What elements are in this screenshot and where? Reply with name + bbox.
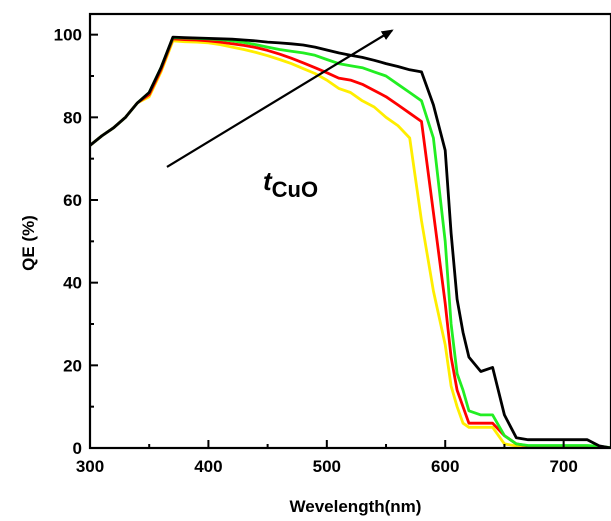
series-line-3 [90, 36, 611, 448]
y-tick-label: 20 [63, 356, 82, 375]
y-axis-title: QE (%) [19, 215, 38, 271]
y-tick-label: 100 [54, 26, 82, 45]
x-tick-label: 400 [194, 457, 222, 476]
annotation-subscript: CuO [272, 177, 318, 202]
series-layer [90, 35, 611, 448]
annotation-italic-t: t [263, 166, 273, 196]
x-tick-label: 700 [549, 457, 577, 476]
x-axis-title: Wevelength(nm) [290, 497, 422, 516]
x-tick-label: 300 [76, 457, 104, 476]
series-line-1 [90, 39, 611, 448]
y-tick-label: 0 [73, 439, 82, 458]
y-tick-label: 40 [63, 274, 82, 293]
annotation-arrow [166, 29, 394, 168]
series-line-4 [90, 35, 611, 448]
x-tick-label: 500 [313, 457, 341, 476]
plot-frame [88, 12, 611, 450]
y-tick-label: 80 [63, 108, 82, 127]
ticks-layer: 300 400 500 600 700 0 20 40 60 80 100 [54, 26, 578, 476]
y-tick-label: 60 [63, 191, 82, 210]
annotation-label: tCuO [263, 166, 318, 202]
series-line-2 [90, 37, 611, 448]
x-tick-label: 600 [431, 457, 459, 476]
